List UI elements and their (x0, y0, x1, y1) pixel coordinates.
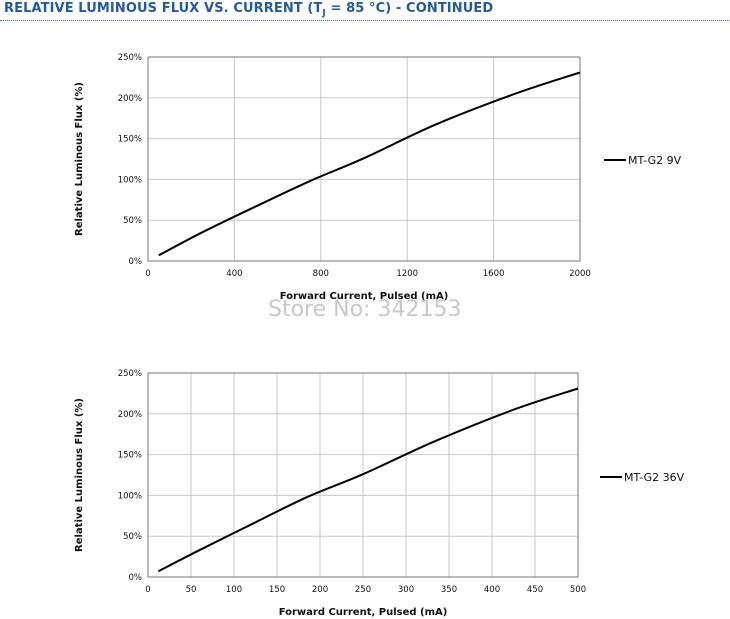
x-tick-label: 100 (226, 585, 242, 595)
page-title-subscript: J (322, 8, 326, 19)
y-tick-label: 200% (118, 94, 142, 104)
legend-label: MT-G2 36V (624, 471, 685, 484)
plot-frame (147, 372, 579, 578)
chart-mt-g2-9v: 0% 50% 100% 150% 200% 250% 0 400 800 1200 1600 2000… (74, 53, 682, 302)
series-line (157, 387, 579, 573)
x-tick-label: 400 (226, 269, 242, 279)
y-tick-label: 250% (118, 369, 142, 379)
plot-frame (147, 56, 581, 262)
x-tick-label: 450 (527, 585, 543, 595)
y-tick-label: 0% (129, 257, 143, 267)
x-tick-label: 400 (484, 585, 500, 595)
page-title-main: RELATIVE LUMINOUS FLUX VS. CURRENT (T (4, 1, 323, 16)
x-tick-label: 250 (355, 585, 371, 595)
x-axis-title: Forward Current, Pulsed (mA) (280, 291, 449, 302)
y-axis-title: Relative Luminous Flux (%) (74, 398, 85, 552)
y-tick-label: 50% (123, 216, 142, 226)
x-tick-label: 500 (570, 585, 586, 595)
x-tick-label: 0 (145, 269, 150, 279)
x-tick-label: 50 (186, 585, 197, 595)
x-tick-label: 300 (398, 585, 414, 595)
x-tick-label: 2000 (569, 269, 591, 279)
x-tick-label: 800 (313, 269, 329, 279)
store-watermark: Store No: 342153 (268, 297, 462, 322)
x-tick-label: 1600 (483, 269, 505, 279)
y-axis-title: Relative Luminous Flux (%) (74, 82, 85, 236)
x-tick-label: 1200 (396, 269, 418, 279)
x-tick-label: 200 (312, 585, 328, 595)
title-divider (0, 20, 730, 21)
page-title-tail: = 85 °C) - CONTINUED (325, 1, 494, 16)
x-tick-label: 150 (269, 585, 285, 595)
x-tick-label: 0 (145, 585, 150, 595)
y-tick-label: 200% (118, 410, 142, 420)
y-tick-label: 250% (118, 53, 142, 63)
y-tick-label: 100% (118, 491, 142, 501)
y-tick-label: 50% (123, 532, 142, 542)
x-tick-label: 350 (441, 585, 457, 595)
chart-mt-g2-36v: 0% 50% 100% 150% 200% 250% 0 50 100 150 200 250 300 3… (74, 369, 685, 618)
page-title: RELATIVE LUMINOUS FLUX VS. CURRENT (TJ =… (4, 1, 493, 19)
y-tick-label: 0% (129, 573, 143, 583)
y-tick-label: 100% (118, 175, 142, 185)
series-line (158, 71, 581, 257)
y-tick-label: 150% (118, 451, 142, 461)
x-axis-title: Forward Current, Pulsed (mA) (279, 607, 448, 618)
y-tick-label: 150% (118, 135, 142, 145)
legend-label: MT-G2 9V (628, 154, 682, 167)
